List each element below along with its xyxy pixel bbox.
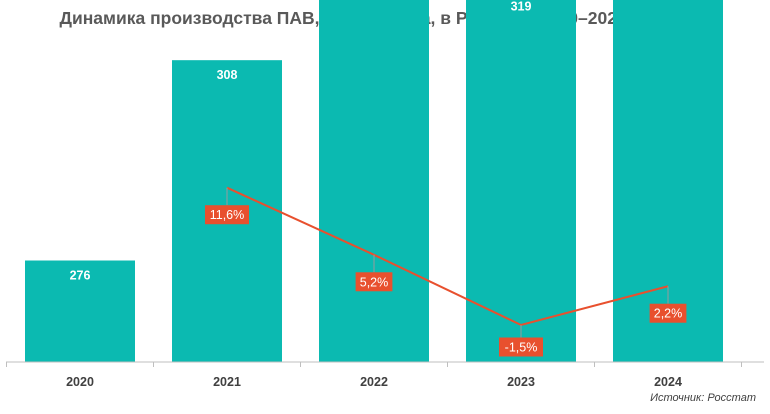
x-axis: 2020 2021 2022 2023 2024	[6, 361, 764, 389]
x-tick-label: 2022	[360, 375, 388, 389]
growth-label: -1,5%	[505, 341, 538, 355]
bar-value-label: 319	[511, 0, 532, 13]
x-tick-label: 2021	[213, 375, 241, 389]
growth-label: 2,2%	[654, 307, 683, 321]
growth-label-box	[205, 205, 249, 225]
bar	[319, 0, 429, 363]
growth-label-box	[649, 303, 687, 323]
source-note: Источник: Росстат	[650, 392, 756, 404]
bar-value-label: 308	[217, 68, 238, 82]
growth-line	[226, 186, 669, 327]
growth-label-box	[499, 337, 543, 357]
bar-group: 276308324319326	[25, 0, 723, 363]
growth-label-box	[355, 272, 393, 292]
bar	[466, 0, 576, 362]
x-tick-label: 2023	[507, 375, 535, 389]
x-tick-label: 2020	[66, 375, 94, 389]
growth-label: 11,6%	[210, 208, 245, 222]
x-tick-label: 2024	[654, 375, 682, 389]
bar	[25, 260, 135, 362]
growth-label: 5,2%	[360, 275, 389, 289]
growth-line-group: 11,6% 5,2% -1,5% 2,2%	[205, 186, 687, 357]
bar-value-label: 276	[70, 269, 91, 283]
